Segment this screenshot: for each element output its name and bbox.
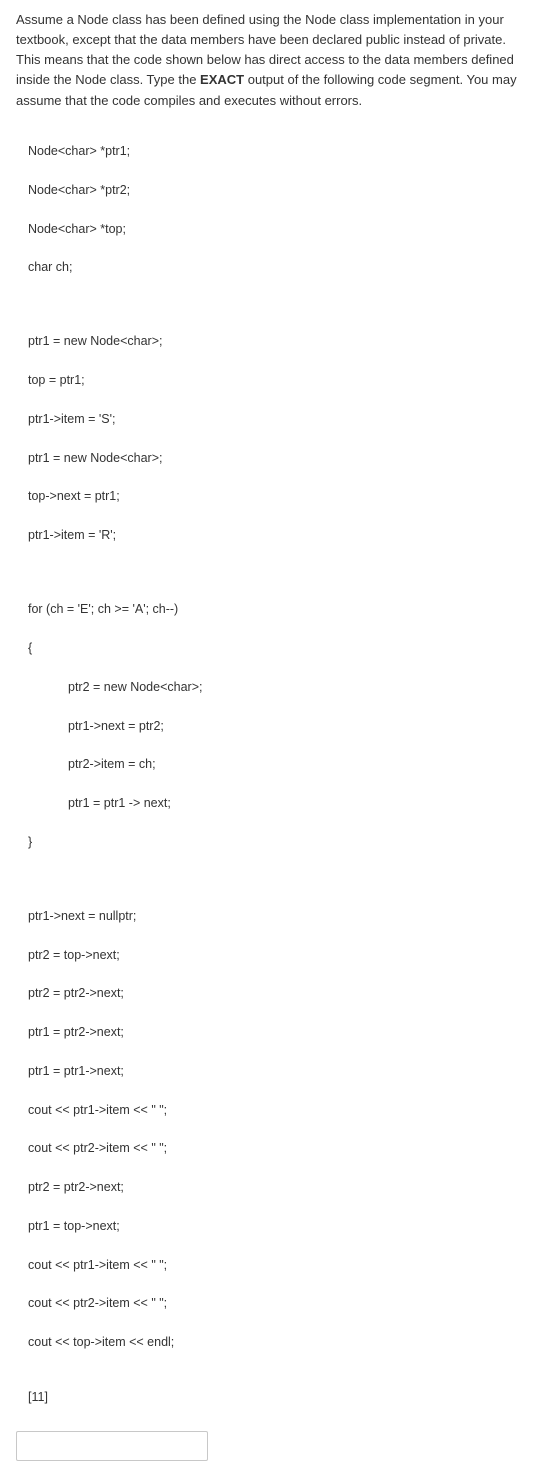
code-line: ptr1 = ptr1 -> next; <box>28 794 520 813</box>
code-line: ptr2->item = ch; <box>28 755 520 774</box>
code-line: ptr2 = ptr2->next; <box>28 1178 520 1197</box>
question-prompt: Assume a Node class has been defined usi… <box>16 10 520 111</box>
code-line: ptr1 = ptr2->next; <box>28 1023 520 1042</box>
code-line: cout << ptr2->item << " "; <box>28 1139 520 1158</box>
code-line: { <box>28 639 520 658</box>
code-line: Node<char> *top; <box>28 220 520 239</box>
code-declarations: Node<char> *ptr1; Node<char> *ptr2; Node… <box>16 123 520 297</box>
code-line: ptr2 = new Node<char>; <box>28 678 520 697</box>
code-line: top = ptr1; <box>28 371 520 390</box>
code-loop: for (ch = 'E'; ch >= 'A'; ch--) { ptr2 =… <box>16 581 520 872</box>
code-line: cout << top->item << endl; <box>28 1333 520 1352</box>
code-setup: ptr1 = new Node<char>; top = ptr1; ptr1-… <box>16 313 520 565</box>
code-line: ptr1->next = nullptr; <box>28 907 520 926</box>
code-line: cout << ptr1->item << " "; <box>28 1101 520 1120</box>
prompt-bold: EXACT <box>200 72 244 87</box>
code-line: Node<char> *ptr1; <box>28 142 520 161</box>
code-line: ptr1 = new Node<char>; <box>28 332 520 351</box>
code-line: top->next = ptr1; <box>28 487 520 506</box>
code-line: ptr2 = ptr2->next; <box>28 984 520 1003</box>
code-tail: ptr1->next = nullptr; ptr2 = top->next; … <box>16 888 520 1372</box>
answer-input[interactable] <box>16 1431 208 1461</box>
code-line: for (ch = 'E'; ch >= 'A'; ch--) <box>28 600 520 619</box>
code-line: char ch; <box>28 258 520 277</box>
code-line: cout << ptr1->item << " "; <box>28 1256 520 1275</box>
code-line: ptr1->item = 'S'; <box>28 410 520 429</box>
code-line: ptr1 = top->next; <box>28 1217 520 1236</box>
code-line: } <box>28 833 520 852</box>
code-line: ptr2 = top->next; <box>28 946 520 965</box>
code-line: ptr1 = ptr1->next; <box>28 1062 520 1081</box>
code-line: ptr1->item = 'R'; <box>28 526 520 545</box>
code-line: ptr1->next = ptr2; <box>28 717 520 736</box>
code-line: Node<char> *ptr2; <box>28 181 520 200</box>
code-line: cout << ptr2->item << " "; <box>28 1294 520 1313</box>
code-line: ptr1 = new Node<char>; <box>28 449 520 468</box>
points-label: [11] <box>16 1388 520 1407</box>
